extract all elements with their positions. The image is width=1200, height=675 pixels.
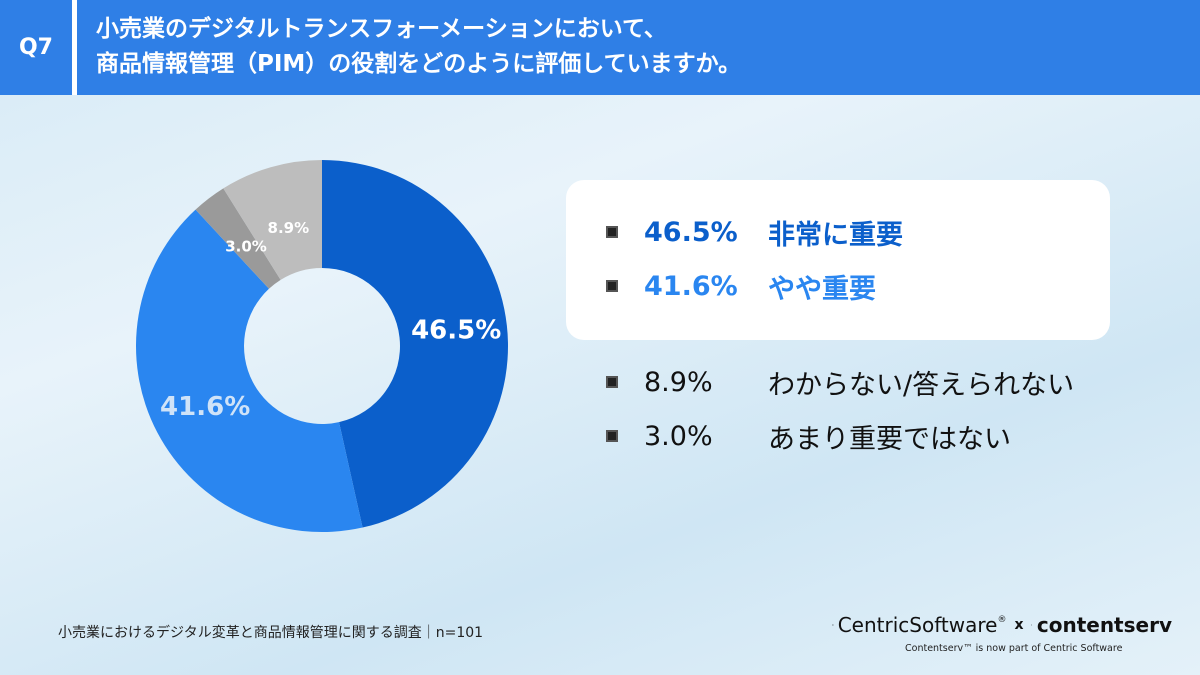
- centric-logo-icon: [832, 624, 834, 626]
- registered-mark: ®: [997, 615, 1007, 625]
- donut-chart: 46.5% 41.6% 3.0%8.9%: [136, 160, 508, 532]
- legend-label: わからない/答えられない: [768, 369, 1075, 401]
- legend-label: やや重要: [768, 273, 876, 305]
- question-number: Q7: [18, 35, 53, 60]
- legend-item-not-very-important: 3.0% あまり重要ではない: [606, 416, 1011, 456]
- donut-slice: [322, 160, 508, 528]
- legend-bullet: [606, 430, 618, 442]
- legend-item-somewhat-important: 41.6% やや重要: [606, 266, 876, 306]
- legend-pct: 8.9%: [644, 366, 713, 398]
- times-sign: x: [1014, 617, 1024, 633]
- question-badge: Q7: [0, 0, 77, 95]
- contentserv-logo-icon: [1031, 624, 1033, 626]
- logo-lockup: CentricSoftware ® x contentserv: [832, 610, 1172, 640]
- brand-tagline: Contentserv™ is now part of Centric Soft…: [905, 643, 1123, 654]
- legend-bullet: [606, 376, 618, 388]
- legend-pct: 3.0%: [644, 420, 713, 452]
- legend-bullet: [606, 280, 618, 292]
- legend-label: 非常に重要: [768, 219, 903, 251]
- donut-slice: [223, 160, 322, 280]
- donut-slice: [136, 209, 363, 532]
- slice-value-label: 41.6%: [160, 392, 250, 422]
- question-title: 小売業のデジタルトランスフォーメーションにおいて、 商品情報管理（PIM）の役割…: [96, 12, 1176, 82]
- legend-highlight-box: [566, 180, 1110, 340]
- donut-slice: [195, 188, 281, 289]
- legend-pct: 46.5%: [644, 216, 738, 248]
- legend-bullet: [606, 226, 618, 238]
- centric-software-wordmark: CentricSoftware: [837, 613, 998, 637]
- legend-pct: 41.6%: [644, 270, 738, 302]
- legend-item-very-important: 46.5% 非常に重要: [606, 212, 903, 252]
- survey-note: 小売業におけるデジタル変革と商品情報管理に関する調査｜n=101: [58, 625, 484, 641]
- slice-value-label: 3.0%: [225, 237, 267, 255]
- header-bar: Q7 小売業のデジタルトランスフォーメーションにおいて、 商品情報管理（PIM）…: [0, 0, 1200, 95]
- legend-item-dont-know: 8.9% わからない/答えられない: [606, 362, 1074, 402]
- slice-value-label: 46.5%: [411, 316, 501, 346]
- slice-value-label: 8.9%: [268, 219, 310, 237]
- title-line-2: 商品情報管理（PIM）の役割をどのように評価していますか。: [96, 51, 742, 77]
- legend-label: あまり重要ではない: [768, 423, 1011, 455]
- title-line-1: 小売業のデジタルトランスフォーメーションにおいて、: [96, 16, 667, 42]
- contentserv-wordmark: contentserv: [1036, 613, 1172, 637]
